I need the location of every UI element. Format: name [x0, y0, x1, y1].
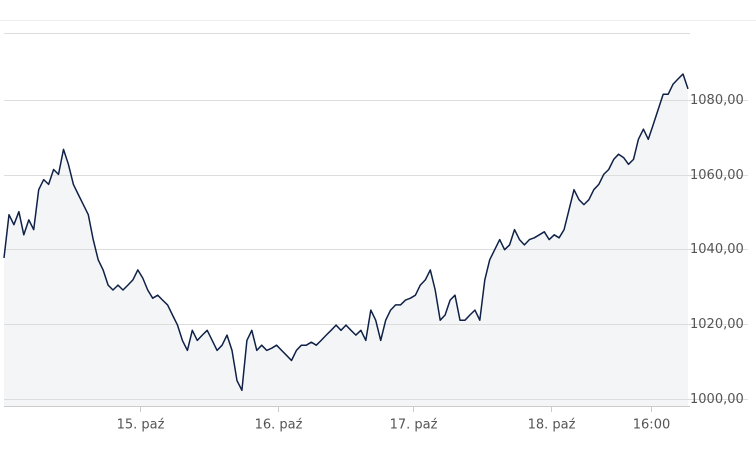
x-tick-label: 16. paź — [255, 418, 303, 433]
y-tick-label: 1020,00 — [690, 317, 744, 332]
y-tick-label: 1000,00 — [690, 392, 744, 407]
area-fill — [4, 74, 688, 406]
price-line — [3, 73, 689, 392]
y-tick-label: 1060,00 — [690, 168, 744, 183]
y-tick-label: 1040,00 — [690, 242, 744, 257]
x-tick-label: 15. paź — [117, 418, 165, 433]
y-tick-label: 1080,00 — [690, 93, 744, 108]
x-tick-label: 17. paź — [390, 418, 438, 433]
x-tick-label: 18. paź — [528, 418, 576, 433]
x-tick-label: 16:00 — [633, 418, 670, 433]
